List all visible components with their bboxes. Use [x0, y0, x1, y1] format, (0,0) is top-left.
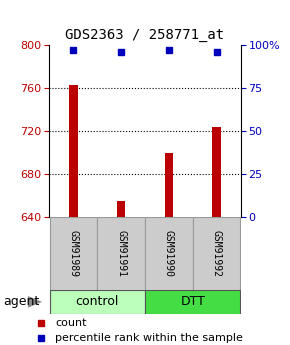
Polygon shape	[28, 296, 42, 308]
Text: count: count	[55, 318, 87, 328]
Bar	[97, 217, 145, 290]
Bar	[165, 152, 173, 217]
Bar	[193, 217, 240, 290]
Text: DTT: DTT	[180, 295, 205, 308]
Text: agent: agent	[3, 295, 39, 308]
Bar	[50, 217, 97, 290]
Bar	[117, 201, 125, 217]
Text: GSM91989: GSM91989	[68, 230, 78, 277]
Bar	[50, 290, 145, 314]
Bar	[69, 85, 77, 217]
Text: percentile rank within the sample: percentile rank within the sample	[55, 333, 243, 343]
Title: GDS2363 / 258771_at: GDS2363 / 258771_at	[66, 28, 224, 42]
Bar	[145, 217, 193, 290]
Bar	[213, 127, 221, 217]
Text: GSM91990: GSM91990	[164, 230, 174, 277]
Text: control: control	[75, 295, 119, 308]
Text: GSM91991: GSM91991	[116, 230, 126, 277]
Bar	[145, 290, 240, 314]
Text: GSM91992: GSM91992	[212, 230, 222, 277]
